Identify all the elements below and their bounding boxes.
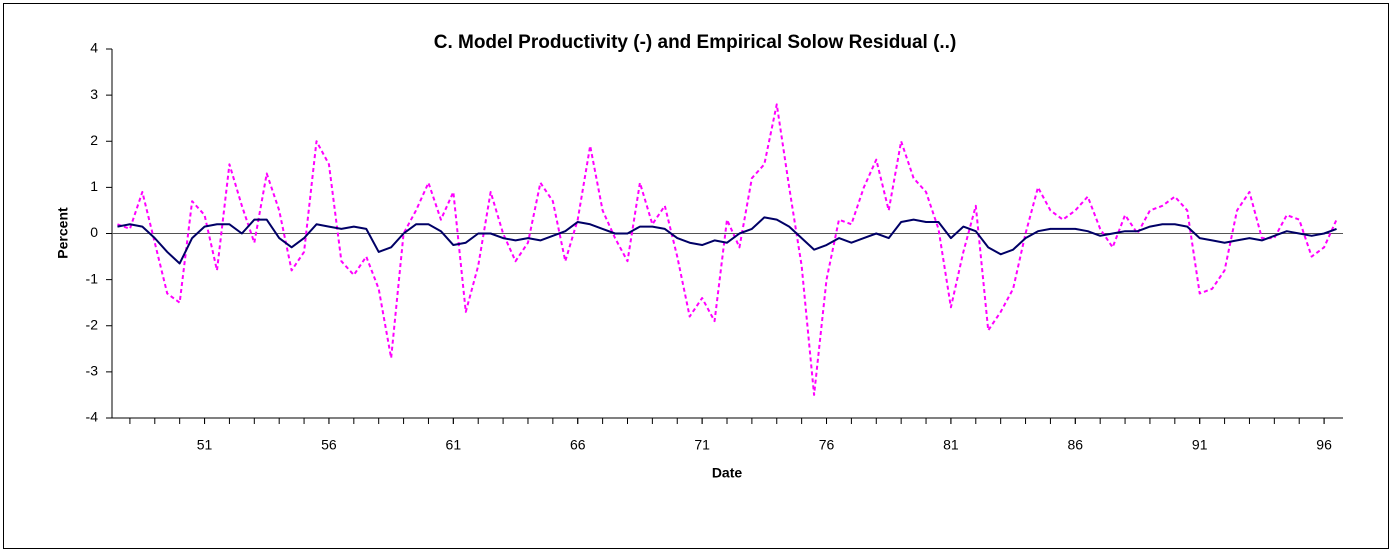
series-line <box>117 216 1337 265</box>
x-tick-label: 91 <box>1192 437 1208 453</box>
y-tick-label: 4 <box>90 40 98 56</box>
x-tick-label: 66 <box>570 437 586 453</box>
y-tick-label: -4 <box>86 409 99 425</box>
y-tick-label: -2 <box>86 316 99 332</box>
x-axis-label: Date <box>712 465 743 481</box>
chart-title: C. Model Productivity (-) and Empirical … <box>434 32 957 53</box>
x-tick-label: 86 <box>1068 437 1084 453</box>
x-tick-label: 76 <box>819 437 835 453</box>
y-tick-label: 1 <box>90 178 98 194</box>
y-tick-label: 2 <box>90 132 98 148</box>
y-tick-label: 0 <box>90 224 98 240</box>
y-tick-label: 3 <box>90 86 98 102</box>
x-tick-label: 56 <box>321 437 337 453</box>
x-tick-label: 61 <box>446 437 462 453</box>
y-tick-label: -3 <box>86 363 99 379</box>
y-tick-label: -1 <box>86 270 99 286</box>
x-tick-label: 71 <box>694 437 710 453</box>
x-tick-label: 81 <box>943 437 959 453</box>
x-tick-label: 51 <box>197 437 213 453</box>
chart-frame <box>3 3 1389 549</box>
x-tick-label: 96 <box>1316 437 1332 453</box>
y-axis-label: Percent <box>55 207 71 259</box>
